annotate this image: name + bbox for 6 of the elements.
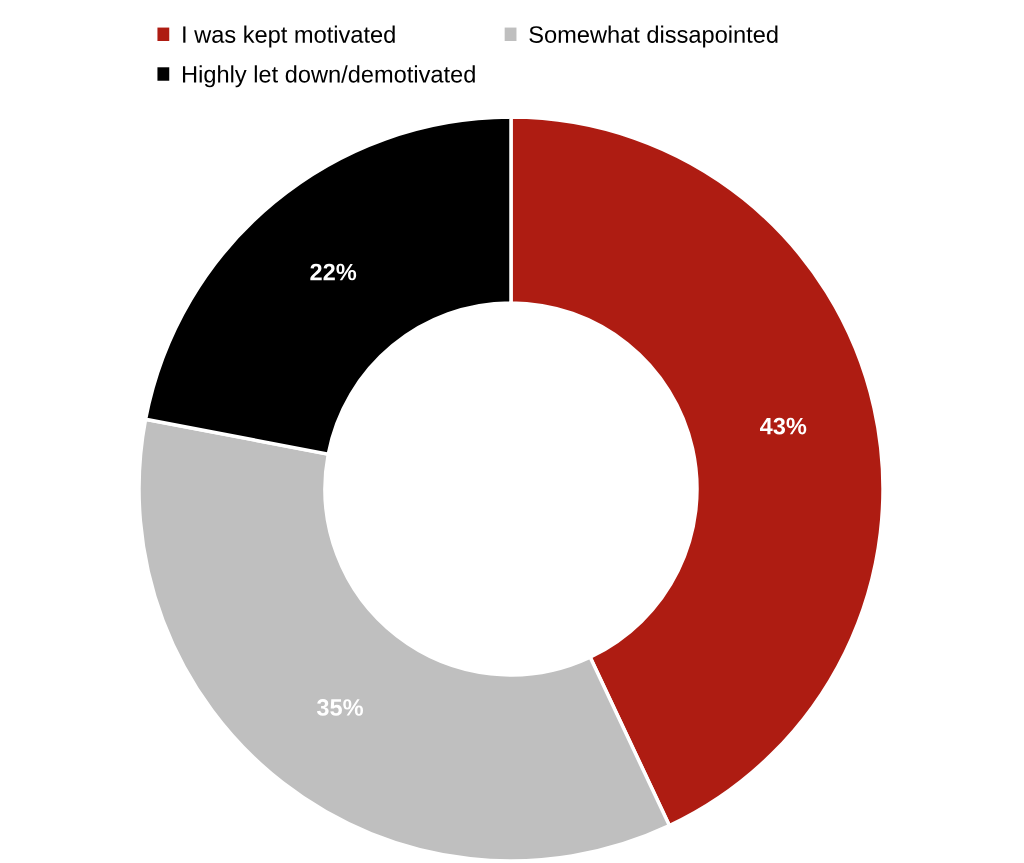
data-label: 43% — [760, 417, 807, 435]
data-label: 35% — [316, 699, 364, 716]
legend-label: Highly let down/demotivated — [182, 65, 475, 88]
data-label: 22% — [310, 263, 357, 281]
legend-label: I was kept motivated — [183, 25, 395, 48]
legend-label: Somewhat dissapointed — [529, 25, 778, 48]
